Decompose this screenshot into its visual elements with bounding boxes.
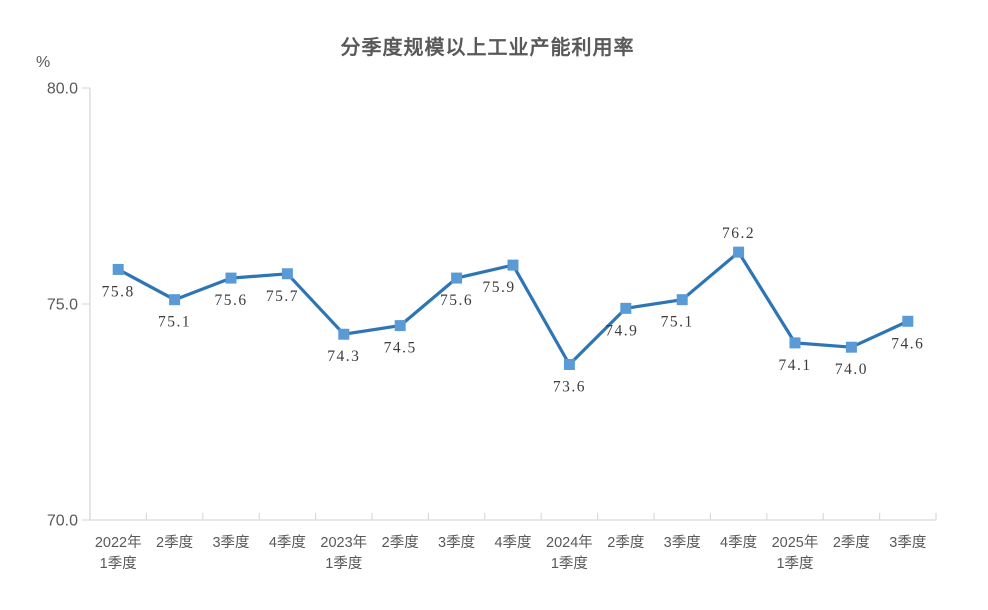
data-point-marker <box>620 302 632 314</box>
data-point-label: 74.1 <box>778 357 811 374</box>
x-tick-label: 1季度 <box>100 555 137 572</box>
data-point-label: 75.7 <box>266 288 299 305</box>
x-tick-label: 3季度 <box>438 534 475 551</box>
x-tick-label: 2季度 <box>382 534 419 551</box>
data-point-label: 74.3 <box>327 348 360 365</box>
x-tick-label: 1季度 <box>325 555 362 572</box>
x-tick-label: 2季度 <box>833 534 870 551</box>
chart-title: 分季度规模以上工业产能利用率 <box>340 37 635 59</box>
data-point-label: 76.2 <box>722 225 755 242</box>
data-point-marker <box>676 294 688 306</box>
data-point-label: 75.1 <box>158 314 191 331</box>
data-point-marker <box>845 341 857 353</box>
data-point-label: 75.6 <box>440 292 473 309</box>
x-tick-label: 1季度 <box>551 555 588 572</box>
data-point-marker <box>112 263 124 275</box>
x-tick-label: 2023年 <box>320 534 367 551</box>
data-point-marker <box>507 259 519 271</box>
x-tick-label: 2022年 <box>95 534 142 551</box>
data-point-marker <box>563 358 575 370</box>
data-point-marker <box>338 328 350 340</box>
data-point-marker <box>394 320 406 332</box>
x-tick-label: 3季度 <box>212 534 249 551</box>
x-tick-label: 4季度 <box>494 534 531 551</box>
y-tick-label: 70.0 <box>47 513 78 530</box>
data-point-label: 75.1 <box>661 314 694 331</box>
y-tick-label: 75.0 <box>47 297 78 314</box>
x-tick-label: 2季度 <box>607 534 644 551</box>
x-tick-label: 2季度 <box>156 534 193 551</box>
data-point-label: 74.5 <box>384 340 417 357</box>
x-tick-label: 3季度 <box>664 534 701 551</box>
y-tick-label: 80.0 <box>47 81 78 98</box>
data-point-marker <box>789 337 801 349</box>
data-point-label: 74.9 <box>605 322 638 339</box>
data-point-marker <box>733 246 745 258</box>
data-point-marker <box>902 315 914 327</box>
data-point-label: 74.6 <box>891 335 924 352</box>
data-point-label: 75.8 <box>102 283 135 300</box>
x-tick-label: 1季度 <box>776 555 813 572</box>
x-tick-label: 2024年 <box>546 534 593 551</box>
data-point-marker <box>281 268 293 280</box>
data-point-marker <box>169 294 181 306</box>
data-point-label: 75.9 <box>482 279 515 296</box>
x-tick-label: 4季度 <box>269 534 306 551</box>
x-tick-label: 4季度 <box>720 534 757 551</box>
x-tick-label: 3季度 <box>889 534 926 551</box>
data-point-label: 74.0 <box>835 361 868 378</box>
y-axis-unit-label: % <box>36 54 50 71</box>
data-point-label: 73.6 <box>553 378 586 395</box>
x-tick-label: 2025年 <box>772 534 819 551</box>
data-point-marker <box>225 272 237 284</box>
data-point-label: 75.6 <box>214 292 247 309</box>
data-point-marker <box>451 272 463 284</box>
